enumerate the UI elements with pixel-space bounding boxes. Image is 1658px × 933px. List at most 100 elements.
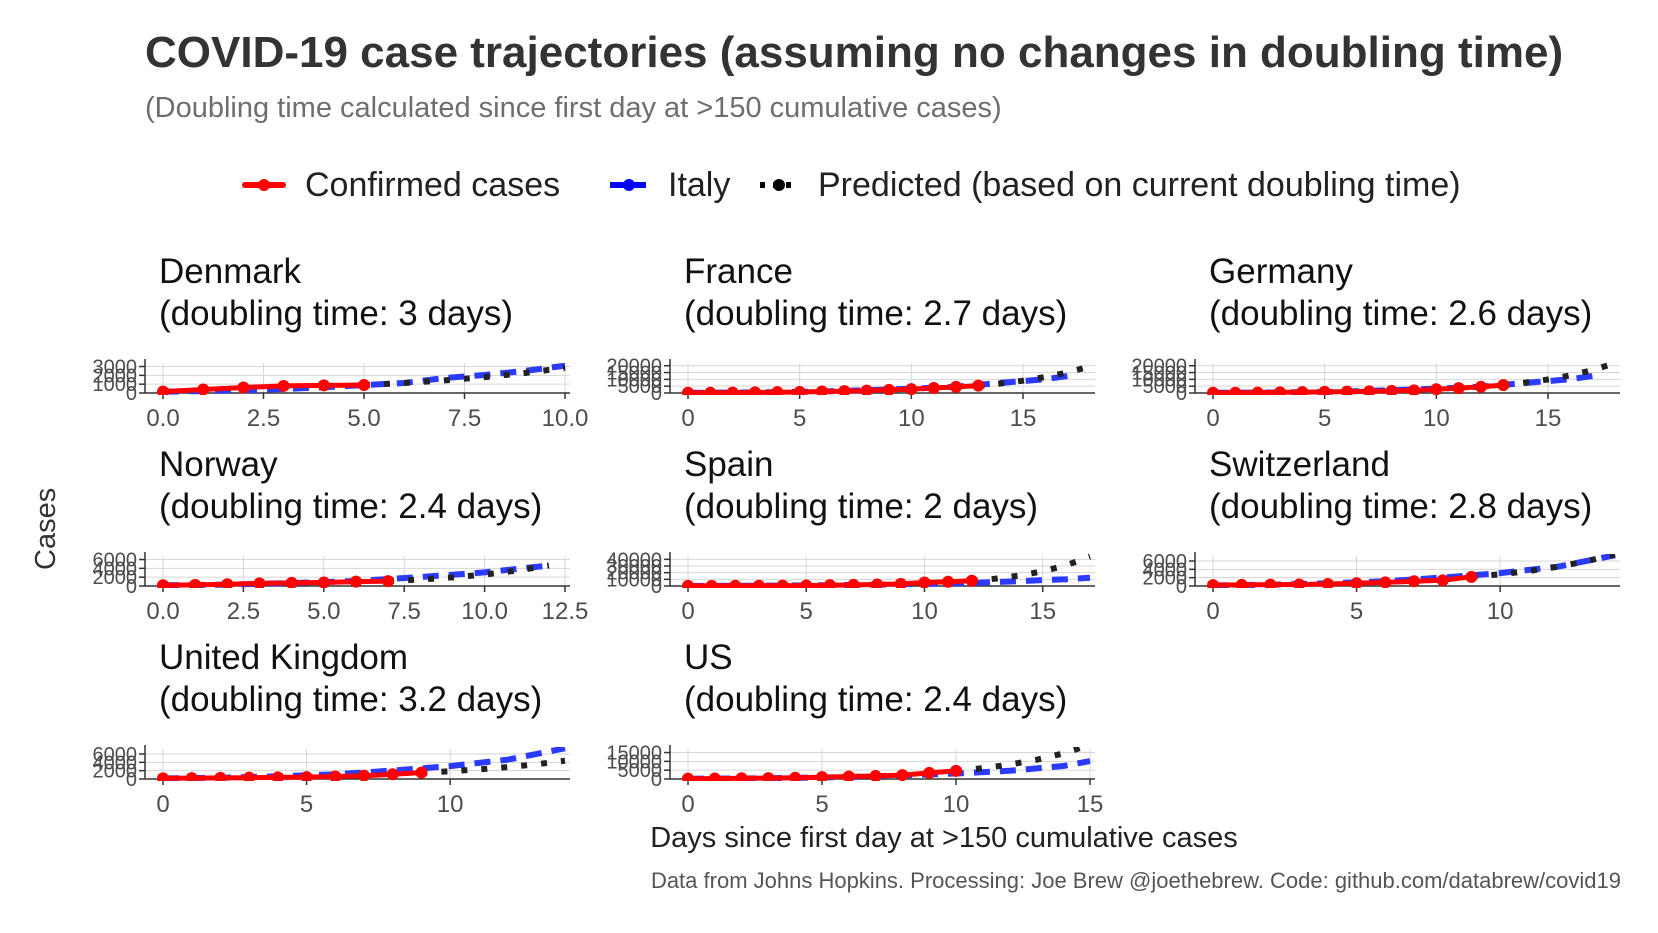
y-tick-label: 30000 bbox=[606, 556, 662, 578]
confirmed-point bbox=[185, 772, 198, 781]
confirmed-point bbox=[1207, 386, 1219, 395]
plot-area bbox=[157, 747, 566, 781]
y-tick-label: 4000 bbox=[93, 558, 138, 580]
confirmed-point bbox=[157, 772, 169, 781]
confirmed-point bbox=[277, 379, 290, 392]
confirmed-point bbox=[871, 578, 884, 588]
confirmed-point bbox=[1251, 386, 1264, 395]
x-tick-label: 10.0 bbox=[461, 598, 508, 625]
confirmed-point bbox=[950, 380, 962, 393]
confirmed-point bbox=[189, 578, 202, 588]
confirmed-point bbox=[682, 386, 694, 395]
confirmed-point bbox=[1408, 575, 1420, 588]
x-tick-label: 0.0 bbox=[146, 405, 179, 432]
confirmed-point bbox=[285, 576, 298, 588]
confirmed-point bbox=[776, 579, 789, 588]
confirmed-point bbox=[415, 766, 428, 779]
panel-title: France bbox=[684, 252, 793, 291]
confirmed-point bbox=[157, 579, 169, 588]
confirmed-point bbox=[386, 768, 399, 781]
x-tick-label: 10.0 bbox=[542, 405, 589, 432]
legend: Confirmed cases Italy Predicted (based on … bbox=[242, 166, 1461, 204]
x-tick-label: 0 bbox=[681, 598, 694, 625]
confirmed-point bbox=[221, 578, 234, 588]
series-line-predicted bbox=[971, 554, 1092, 584]
x-tick-label: 5 bbox=[300, 791, 313, 818]
y-tick-label: 0 bbox=[126, 383, 137, 405]
panel-title: US bbox=[684, 638, 733, 677]
x-tick-label: 5 bbox=[815, 791, 828, 818]
confirmed-point bbox=[253, 577, 266, 588]
y-tick-label: 3000 bbox=[93, 357, 138, 379]
series-line-predicted bbox=[955, 747, 1091, 774]
panel-spain: Spain(doubling time: 2 days)010000200003… bbox=[606, 445, 1095, 625]
y-tick-label: 5000 bbox=[1143, 376, 1188, 398]
y-tick-label: 6000 bbox=[1143, 551, 1188, 573]
y-tick-label: 4000 bbox=[93, 752, 138, 774]
y-tick-label: 15000 bbox=[606, 363, 662, 385]
caption: Data from Johns Hopkins. Processing: Joe… bbox=[650, 868, 1621, 893]
y-tick-label: 20000 bbox=[606, 563, 662, 585]
confirmed-point bbox=[197, 383, 210, 395]
confirmed-point bbox=[896, 769, 909, 781]
confirmed-point bbox=[816, 771, 828, 781]
confirmed-point bbox=[1235, 578, 1248, 588]
confirmed-point bbox=[789, 771, 802, 781]
x-tick-label: 10 bbox=[437, 791, 464, 818]
y-tick-label: 5000 bbox=[618, 376, 663, 398]
panel-title: United Kingdom bbox=[159, 638, 408, 677]
y-tick-label: 6000 bbox=[93, 550, 138, 572]
x-tick-label: 2.5 bbox=[247, 405, 280, 432]
confirmed-point bbox=[271, 771, 284, 781]
x-tick-label: 5.0 bbox=[347, 405, 380, 432]
confirmed-point bbox=[771, 386, 784, 395]
confirmed-point bbox=[1475, 380, 1487, 393]
confirmed-point bbox=[682, 579, 694, 588]
confirmed-point bbox=[1341, 385, 1353, 395]
y-tick-label: 40000 bbox=[606, 549, 662, 571]
confirmed-point bbox=[1430, 383, 1443, 395]
y-tick-label: 0 bbox=[1176, 576, 1187, 598]
legend-label-0: Confirmed cases bbox=[305, 166, 560, 204]
x-tick-label: 15 bbox=[1010, 405, 1037, 432]
confirmed-point bbox=[918, 576, 931, 588]
confirmed-point bbox=[1321, 577, 1334, 588]
y-tick-label: 10000 bbox=[606, 569, 662, 591]
confirmed-point bbox=[950, 764, 962, 777]
legend-key-point bbox=[258, 179, 270, 191]
confirmed-point bbox=[965, 574, 978, 587]
y-axis-label: Cases bbox=[30, 487, 62, 570]
confirmed-point bbox=[735, 772, 748, 781]
confirmed-point bbox=[317, 379, 330, 392]
plot-area bbox=[682, 554, 1092, 588]
confirmed-point bbox=[358, 379, 370, 392]
panel-title: Switzerland bbox=[1209, 445, 1390, 484]
y-tick-label: 4000 bbox=[1143, 559, 1188, 581]
panel-subtitle: (doubling time: 2.7 days) bbox=[684, 294, 1067, 333]
confirmed-point bbox=[838, 385, 851, 395]
y-tick-label: 15000 bbox=[606, 743, 662, 765]
x-tick-label: 10 bbox=[898, 405, 925, 432]
x-tick-label: 7.5 bbox=[388, 598, 421, 625]
y-tick-label: 2000 bbox=[93, 365, 138, 387]
x-tick-label: 5.0 bbox=[307, 598, 340, 625]
panel-switzerland: Switzerland(doubling time: 2.8 days)0200… bbox=[1143, 445, 1620, 625]
panel-title: Spain bbox=[684, 445, 774, 484]
x-tick-label: 5 bbox=[793, 405, 806, 432]
confirmed-point bbox=[1465, 570, 1478, 583]
y-tick-label: 2000 bbox=[1143, 568, 1188, 590]
x-tick-label: 12.5 bbox=[542, 598, 589, 625]
confirmed-point bbox=[1379, 576, 1392, 588]
plot-area bbox=[1207, 361, 1616, 395]
y-tick-label: 20000 bbox=[1131, 356, 1187, 378]
x-tick-label: 10 bbox=[1487, 598, 1514, 625]
confirmed-point bbox=[1264, 578, 1277, 588]
y-tick-label: 0 bbox=[126, 576, 137, 598]
panel-subtitle: (doubling time: 2.6 days) bbox=[1209, 294, 1592, 333]
confirmed-point bbox=[329, 770, 342, 781]
confirmed-point bbox=[1350, 577, 1363, 588]
confirmed-point bbox=[793, 386, 806, 395]
confirmed-point bbox=[762, 772, 775, 781]
x-tick-label: 0 bbox=[156, 791, 169, 818]
confirmed-point bbox=[894, 577, 907, 588]
